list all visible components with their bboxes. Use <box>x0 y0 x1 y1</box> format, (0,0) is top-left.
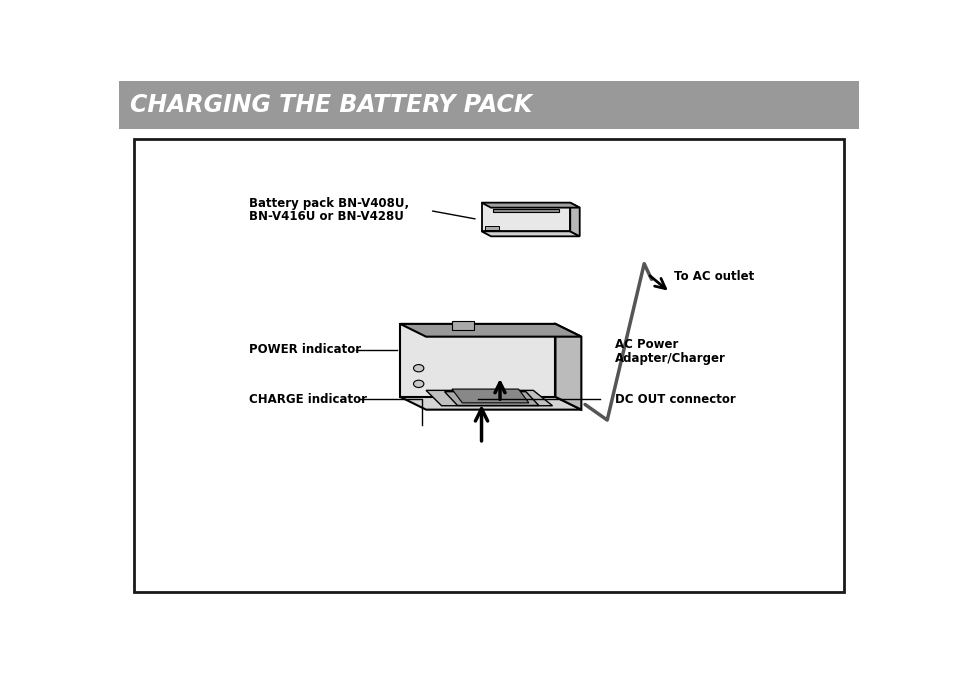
Polygon shape <box>400 324 580 336</box>
Bar <box>485 225 498 230</box>
Text: AC Power: AC Power <box>614 338 678 351</box>
Circle shape <box>413 380 423 387</box>
Polygon shape <box>452 389 528 403</box>
Text: To AC outlet: To AC outlet <box>673 270 753 283</box>
Polygon shape <box>481 202 579 208</box>
Text: POWER indicator: POWER indicator <box>249 343 360 356</box>
Polygon shape <box>481 232 579 236</box>
Polygon shape <box>426 391 552 406</box>
Circle shape <box>413 364 423 372</box>
Text: Adapter/Charger: Adapter/Charger <box>614 352 724 365</box>
Polygon shape <box>481 202 570 232</box>
Bar <box>452 321 474 330</box>
Polygon shape <box>492 209 558 212</box>
Text: DC OUT connector: DC OUT connector <box>614 393 735 406</box>
Polygon shape <box>570 202 579 236</box>
Bar <box>133 139 842 592</box>
Polygon shape <box>400 324 555 397</box>
Text: CHARGING THE BATTERY PACK: CHARGING THE BATTERY PACK <box>131 93 532 117</box>
Polygon shape <box>444 392 538 406</box>
Bar <box>119 81 858 129</box>
Text: CHARGE indicator: CHARGE indicator <box>249 393 366 406</box>
Text: BN-V416U or BN-V428U: BN-V416U or BN-V428U <box>249 211 403 223</box>
Polygon shape <box>400 397 580 410</box>
Polygon shape <box>555 324 580 410</box>
Text: Battery pack BN-V408U,: Battery pack BN-V408U, <box>249 197 408 211</box>
